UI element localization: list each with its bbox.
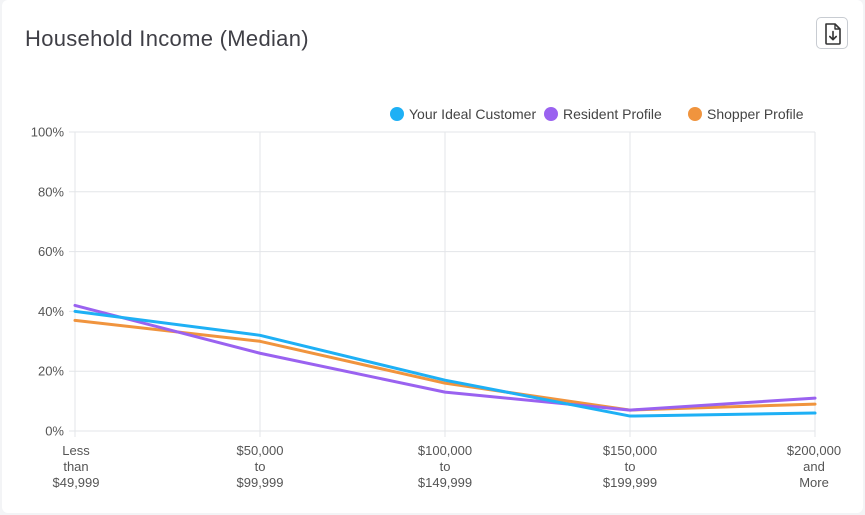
x-tick-label: $149,999 — [418, 475, 472, 490]
y-tick-label: 60% — [38, 244, 64, 259]
y-tick-label: 40% — [38, 304, 64, 319]
y-tick-label: 20% — [38, 364, 64, 379]
x-tick-label: and — [803, 459, 825, 474]
x-tick-label: than — [63, 459, 88, 474]
x-tick-label: Less — [62, 443, 90, 458]
x-tick-label: to — [440, 459, 451, 474]
download-button[interactable] — [816, 17, 848, 49]
x-tick-label: $100,000 — [418, 443, 472, 458]
download-file-icon — [825, 23, 841, 45]
x-tick-label: $49,999 — [53, 475, 100, 490]
x-tick-label: to — [625, 459, 636, 474]
legend-marker[interactable] — [390, 107, 404, 121]
legend-marker[interactable] — [688, 107, 702, 121]
x-tick-label: $199,999 — [603, 475, 657, 490]
x-tick-label: $150,000 — [603, 443, 657, 458]
y-tick-label: 80% — [38, 184, 64, 199]
legend-item-label[interactable]: Shopper Profile — [707, 106, 804, 122]
x-tick-label: $50,000 — [237, 443, 284, 458]
chart-title: Household Income (Median) — [25, 26, 309, 51]
x-tick-label: $99,999 — [237, 475, 284, 490]
series-line-your-ideal-customer — [73, 309, 817, 418]
y-tick-label: 100% — [31, 125, 65, 140]
legend-item-label[interactable]: Your Ideal Customer — [409, 106, 536, 122]
x-tick-label: More — [799, 475, 829, 490]
series-line-resident-profile — [73, 303, 817, 412]
y-tick-label: 0% — [45, 424, 64, 439]
series-line-shopper-profile — [73, 318, 817, 412]
x-tick-label: to — [255, 459, 266, 474]
x-tick-label: $200,000 — [787, 443, 841, 458]
legend-marker[interactable] — [544, 107, 558, 121]
legend-item-label[interactable]: Resident Profile — [563, 106, 662, 122]
